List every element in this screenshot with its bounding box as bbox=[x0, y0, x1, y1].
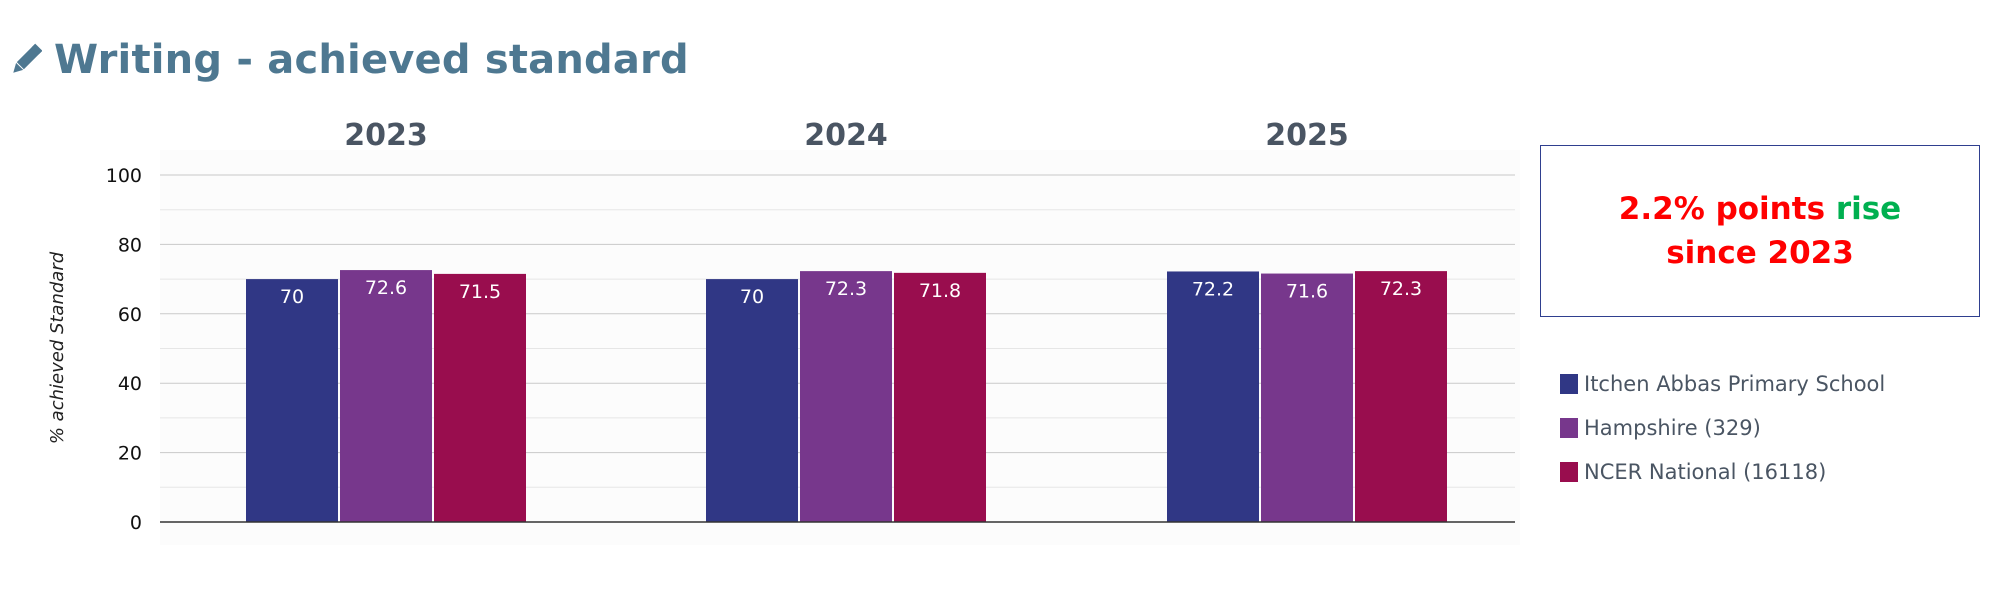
bar-value-label: 72.3 bbox=[1380, 278, 1422, 300]
callout-text: 2.2% points bbox=[1618, 191, 1836, 227]
bar bbox=[800, 271, 892, 522]
pencil-icon bbox=[13, 43, 42, 73]
y-tick-label: 60 bbox=[118, 304, 142, 326]
legend-swatch bbox=[1560, 462, 1578, 482]
bar bbox=[706, 279, 798, 522]
bar-value-label: 71.6 bbox=[1286, 281, 1328, 303]
legend-label: Itchen Abbas Primary School bbox=[1584, 372, 1886, 396]
legend-label: NCER National (16118) bbox=[1584, 460, 1827, 484]
callout-line-2: since 2023 bbox=[1666, 235, 1854, 271]
category-label: 2025 bbox=[1265, 118, 1349, 153]
bar-value-labels: 70 72.6 71.5 70 72.3 71.8 72.2 71.6 72.3 bbox=[280, 277, 1422, 308]
y-tick-label: 20 bbox=[118, 443, 142, 465]
y-tick-label: 0 bbox=[130, 512, 142, 534]
bar bbox=[1167, 271, 1259, 522]
bar bbox=[434, 273, 526, 522]
bar-value-label: 72.2 bbox=[1192, 278, 1234, 300]
bar bbox=[1261, 273, 1353, 522]
category-labels: 2023 2024 2025 bbox=[344, 118, 1349, 153]
bar-value-label: 72.6 bbox=[365, 277, 407, 299]
callout-highlight: rise bbox=[1835, 191, 1902, 227]
bar-value-label: 71.8 bbox=[919, 280, 961, 302]
chart-header: Writing - achieved standard bbox=[10, 30, 689, 90]
category-label: 2023 bbox=[344, 118, 428, 153]
bar bbox=[340, 270, 432, 522]
legend: Itchen Abbas Primary School Hampshire (3… bbox=[1560, 362, 1885, 494]
change-callout: 2.2% points rise since 2023 bbox=[1540, 145, 1980, 317]
y-tick-label: 100 bbox=[106, 165, 142, 187]
bar-value-label: 72.3 bbox=[825, 278, 867, 300]
bar-chart: 0 20 40 60 80 100 2023 2024 2025 70 72.6 71.5 70 72… bbox=[47, 118, 1515, 534]
bar bbox=[246, 279, 338, 522]
legend-item[interactable]: Itchen Abbas Primary School bbox=[1560, 362, 1885, 406]
y-axis-ticks: 0 20 40 60 80 100 bbox=[106, 165, 142, 534]
legend-swatch bbox=[1560, 418, 1578, 438]
bar-value-label: 71.5 bbox=[459, 281, 501, 303]
bar bbox=[1355, 271, 1447, 522]
y-axis-label: % achieved Standard bbox=[47, 251, 68, 444]
legend-item[interactable]: Hampshire (329) bbox=[1560, 406, 1885, 450]
legend-item[interactable]: NCER National (16118) bbox=[1560, 450, 1885, 494]
y-tick-label: 80 bbox=[118, 234, 142, 256]
legend-swatch bbox=[1560, 374, 1578, 394]
callout-line-1: 2.2% points rise bbox=[1619, 187, 1901, 231]
bars bbox=[246, 270, 1447, 522]
bar bbox=[894, 272, 986, 522]
chart-title: Writing - achieved standard bbox=[54, 37, 689, 83]
y-tick-label: 40 bbox=[118, 373, 142, 395]
bar-value-label: 70 bbox=[740, 286, 764, 308]
category-label: 2024 bbox=[804, 118, 888, 153]
legend-label: Hampshire (329) bbox=[1584, 416, 1761, 440]
bar-value-label: 70 bbox=[280, 286, 304, 308]
